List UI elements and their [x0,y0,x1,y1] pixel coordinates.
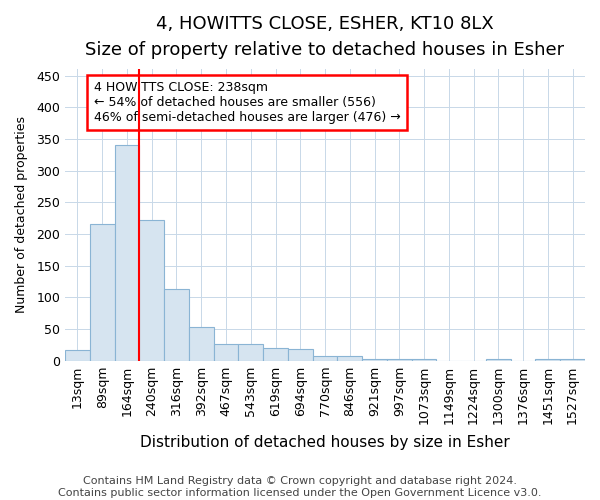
Bar [164,289,189,360]
Bar [90,224,115,360]
Bar [214,344,238,360]
Bar [313,356,337,360]
Bar [238,344,263,360]
X-axis label: Distribution of detached houses by size in Esher: Distribution of detached houses by size … [140,435,510,450]
Bar [486,359,511,360]
Y-axis label: Number of detached properties: Number of detached properties [15,116,28,314]
Text: 4 HOWITTS CLOSE: 238sqm
← 54% of detached houses are smaller (556)
46% of semi-d: 4 HOWITTS CLOSE: 238sqm ← 54% of detache… [94,81,400,124]
Bar [139,220,164,360]
Bar [65,350,90,360]
Bar [362,359,387,360]
Bar [535,359,560,360]
Bar [115,146,139,360]
Bar [263,348,288,360]
Bar [337,356,362,360]
Bar [189,327,214,360]
Bar [288,348,313,360]
Text: Contains HM Land Registry data © Crown copyright and database right 2024.
Contai: Contains HM Land Registry data © Crown c… [58,476,542,498]
Title: 4, HOWITTS CLOSE, ESHER, KT10 8LX
Size of property relative to detached houses i: 4, HOWITTS CLOSE, ESHER, KT10 8LX Size o… [85,15,565,60]
